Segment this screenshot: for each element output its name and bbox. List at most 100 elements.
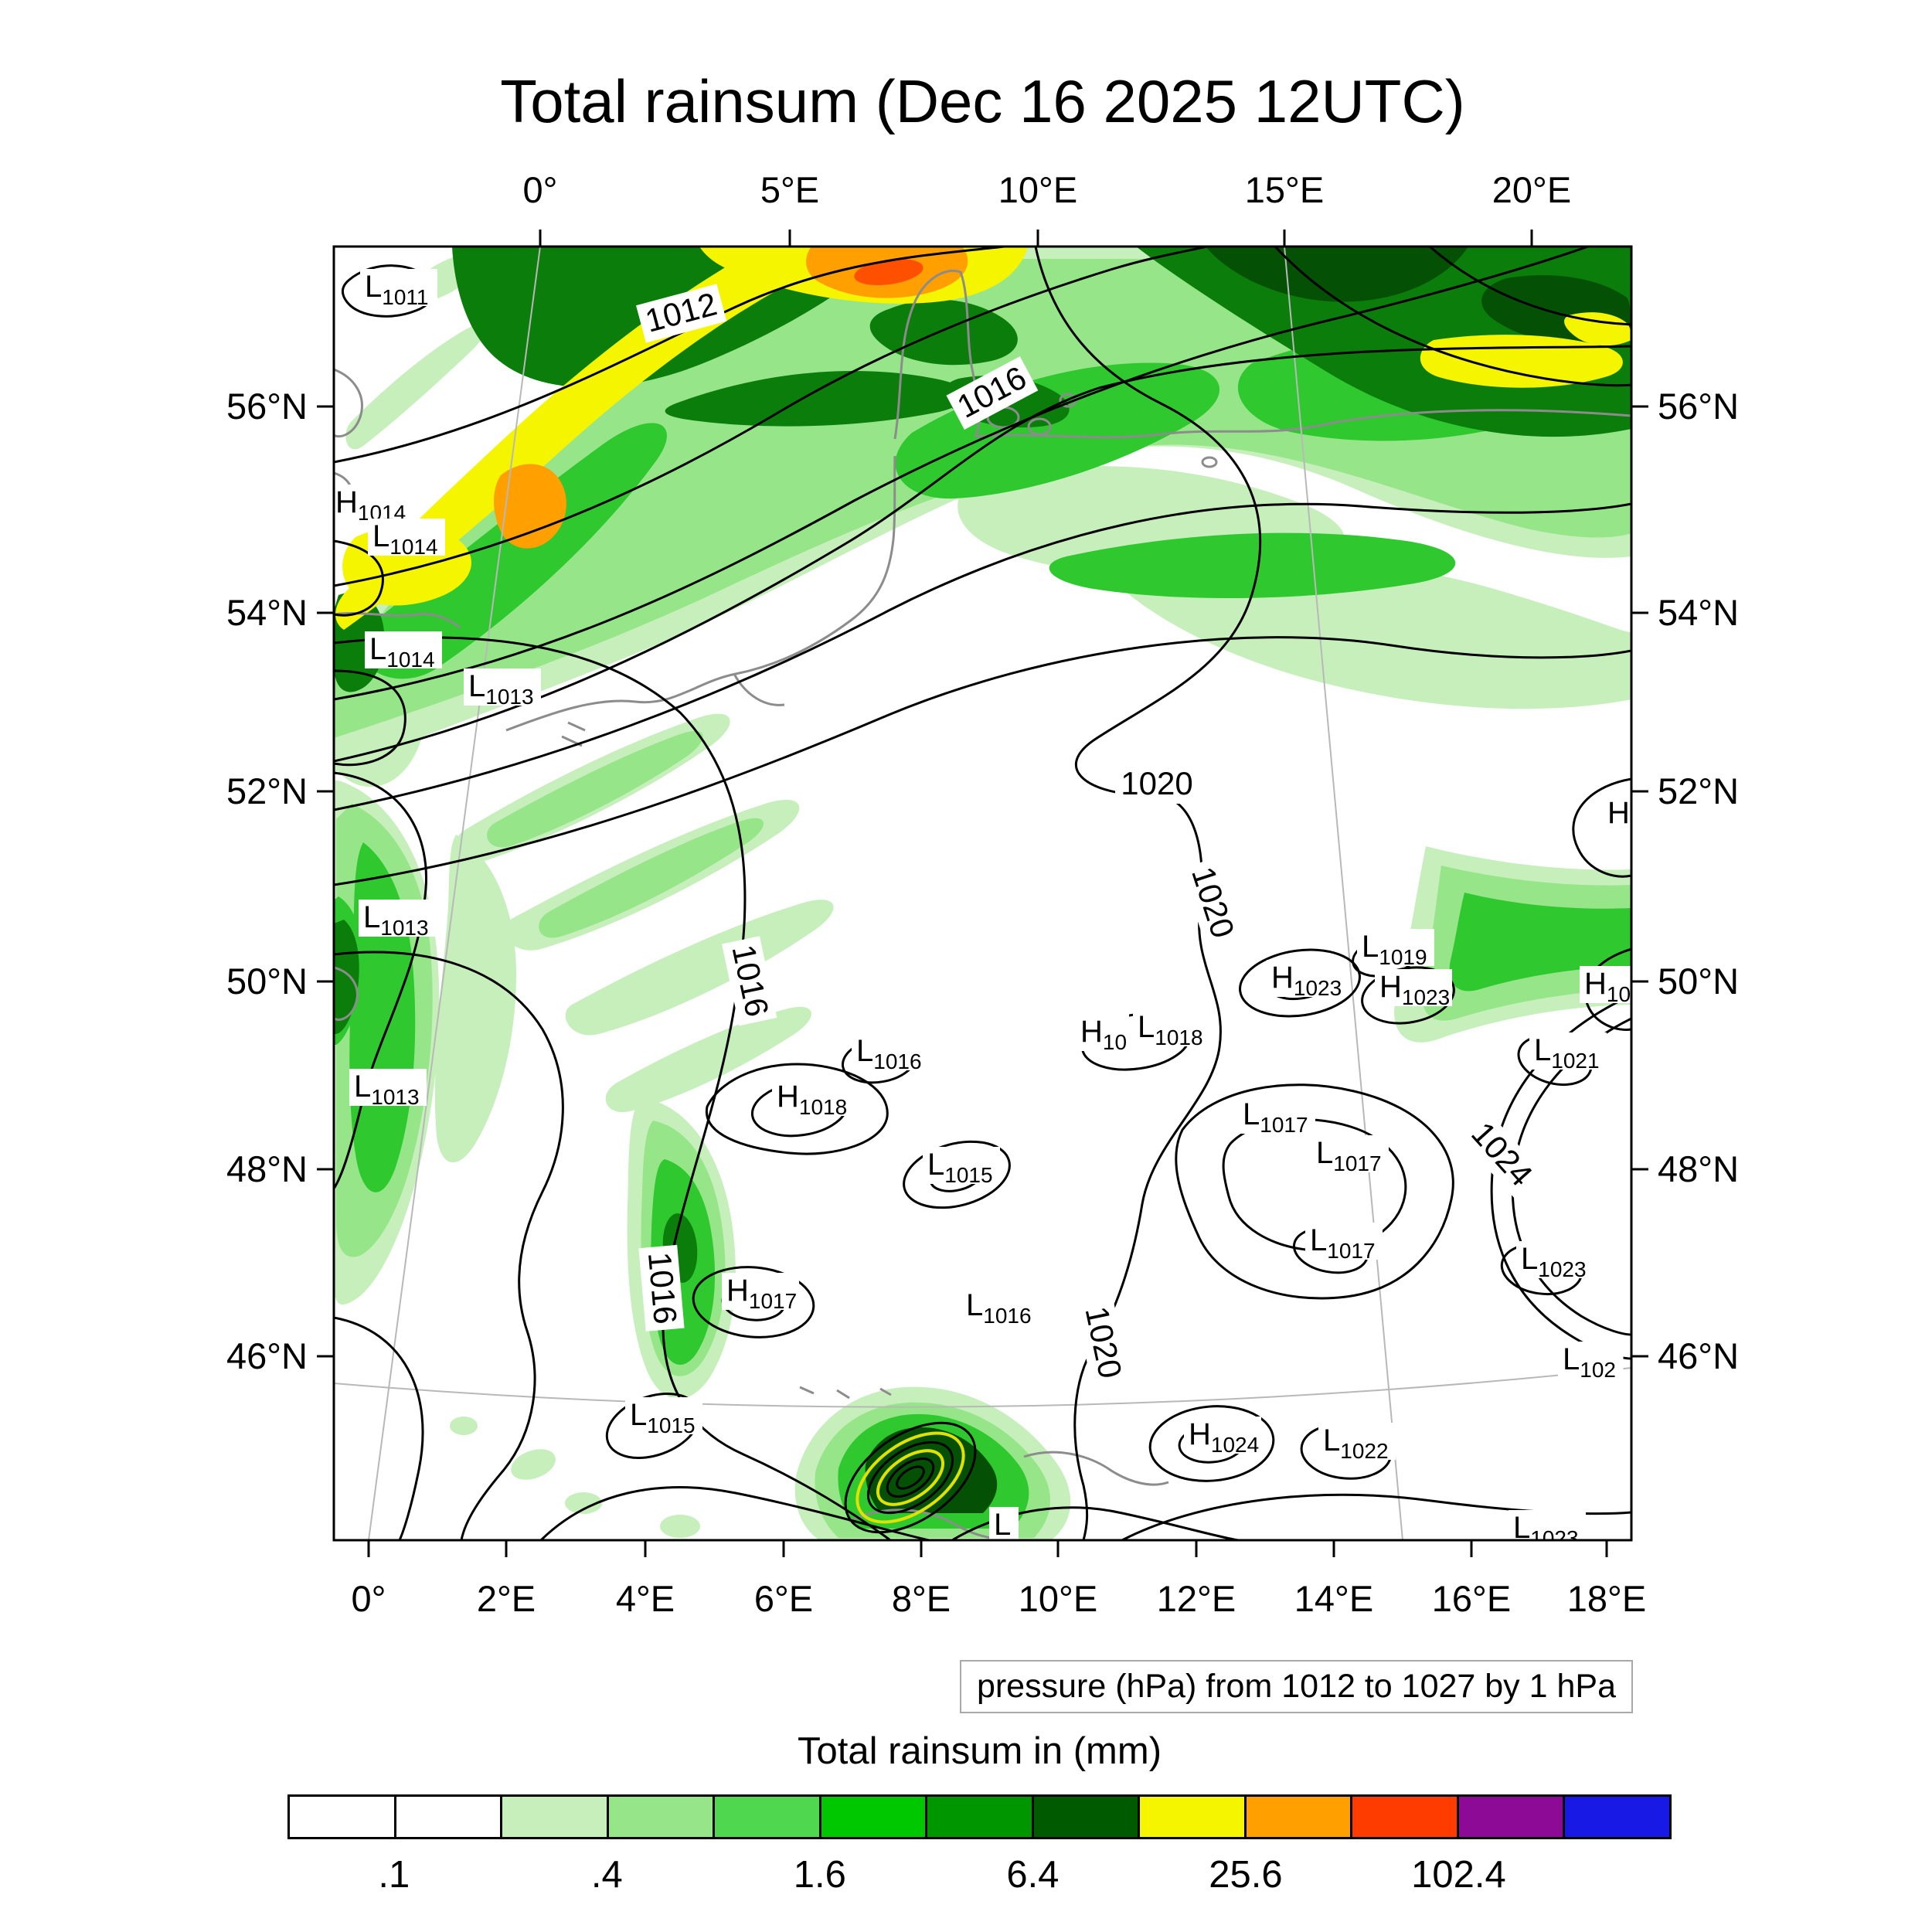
- pressure-center-box: [1238, 1097, 1315, 1134]
- contour-label-box: [946, 356, 1039, 430]
- isobar-layer-shape: [705, 1063, 889, 1155]
- coastline-layer-shape: [799, 1386, 892, 1400]
- isobar-layer-shape: [1274, 247, 1631, 387]
- pressure-center-label: L1015: [923, 1147, 1000, 1187]
- isobar-layer-shape: [334, 247, 1208, 587]
- isobar-layer-shape: [1222, 1118, 1407, 1252]
- colorbar-tick-label: 102.4: [1411, 1854, 1506, 1896]
- pressure-center-box: [852, 1033, 929, 1070]
- colorbar-cell: [713, 1794, 821, 1839]
- pressure-center-label: H1017: [722, 1273, 799, 1313]
- pressure-center-text: H1023: [1271, 961, 1342, 1000]
- pressure-center-label: L1023: [1516, 1241, 1594, 1281]
- pressure-centers-layer: L1011H1014L1014L1014L1013L1013L1013L1016…: [334, 269, 1631, 1550]
- rain-layer-palest-shape: [565, 900, 834, 1036]
- rain-layer-medium-shape: [1049, 532, 1456, 599]
- rain-layer-light-shape: [487, 731, 703, 848]
- colorbar-cell: [606, 1794, 716, 1839]
- pressure-center-label: L1017: [1305, 1223, 1383, 1263]
- axis-label-bottom: 16°E: [1432, 1578, 1511, 1619]
- rain-layer-palest-shape: [565, 1492, 602, 1514]
- axis-label-left: 46°N: [226, 1335, 308, 1376]
- pressure-center-label: L1013: [349, 1069, 427, 1109]
- axis-label-bottom: 0°: [352, 1578, 386, 1619]
- contour-label-box: [1075, 1298, 1131, 1388]
- isobar-layer-shape: [1148, 1405, 1275, 1482]
- pressure-center-label: L102: [1558, 1342, 1624, 1382]
- contour-value-label: 1020: [1115, 765, 1199, 804]
- pressure-center-box: [1318, 1423, 1396, 1460]
- axis-labels-layer: 0° 5°E 10°E 15°E 20°E 0° 2°E 4°E 6°E 8°E 10°E 12°E 1…: [226, 169, 1739, 1619]
- graticule-layer: [334, 247, 1631, 1540]
- pressure-center-box: [1076, 1014, 1129, 1051]
- pressure-center-label: H10: [1580, 966, 1631, 1006]
- isobar-layer-shape: [896, 1465, 925, 1490]
- coastline-layer-shape: [334, 368, 363, 438]
- legend-title: Total rainsum in (mm): [797, 1730, 1162, 1772]
- contour-value-label: 1016: [722, 936, 777, 1026]
- pressure-center-box: [961, 1287, 1039, 1325]
- pressure-center-box: [1375, 969, 1452, 1006]
- isobar-layer-shape: [692, 1266, 815, 1338]
- pressure-center-text: L1013: [468, 669, 534, 709]
- rain-layer-dark-shape: [334, 920, 359, 1034]
- colorbar-cell: [287, 1794, 396, 1839]
- pressure-center-text: L1023: [1521, 1242, 1587, 1281]
- axis-label-top: 15°E: [1245, 169, 1324, 210]
- axis-label-right: 54°N: [1658, 592, 1739, 633]
- pressure-center-label: L1015: [625, 1397, 702, 1437]
- graticule-layer-shape: [334, 1367, 1631, 1408]
- pressure-center-label: L1018: [1133, 1009, 1210, 1049]
- pressure-center-label: L: [989, 1507, 1019, 1540]
- colorbar-labels: .1 .4 1.6 6.4 25.6 102.4: [287, 1853, 1672, 1907]
- axis-label-left: 50°N: [226, 961, 308, 1002]
- isobar-layer-shape: [334, 636, 891, 1540]
- isobar-layer-shape: [334, 345, 1631, 763]
- axis-label-right: 50°N: [1658, 961, 1739, 1002]
- pressure-center-box: [1133, 1009, 1210, 1046]
- rain-layer-palest-shape: [434, 835, 516, 1163]
- pressure-center-box: [1603, 795, 1631, 832]
- pressure-center-text: H1018: [777, 1080, 847, 1119]
- colorbar-cell: [500, 1794, 609, 1839]
- contour-label-text: 1020: [1121, 765, 1192, 801]
- pressure-center-box: [1509, 1510, 1586, 1540]
- pressure-center-box: [772, 1079, 849, 1116]
- isobar-layer-shape: [1175, 1083, 1454, 1300]
- contour-label-box: [722, 936, 777, 1026]
- colorbar-tick-label: 6.4: [1006, 1854, 1060, 1896]
- coastline-layer-shape: [1201, 456, 1218, 468]
- rain-layer-palest-shape: [511, 1449, 556, 1480]
- colorbar: [287, 1794, 1672, 1839]
- coastline-layer-shape: [505, 455, 896, 732]
- pressure-center-box: [464, 668, 541, 706]
- pressure-center-label: H1023: [1375, 969, 1452, 1009]
- coastline-layer-shape: [975, 409, 1631, 439]
- coastline-layer-shape: [334, 966, 359, 1021]
- isobar-layer-shape: [334, 636, 1631, 886]
- pressure-center-text: H1017: [726, 1274, 797, 1313]
- pressure-center-label: L1014: [365, 631, 442, 672]
- axis-label-bottom: 10°E: [1019, 1578, 1097, 1619]
- pressure-center-box: [349, 1069, 427, 1106]
- axis-label-bottom: 14°E: [1294, 1578, 1373, 1619]
- colorbar-cell: [925, 1794, 1034, 1839]
- pressure-center-text: L1023: [1513, 1511, 1579, 1550]
- pressure-center-text: H1023: [1379, 970, 1450, 1009]
- axis-label-left: 54°N: [226, 592, 308, 633]
- colorbar-tick-label: 25.6: [1209, 1854, 1283, 1896]
- colorbar-cell: [818, 1794, 928, 1839]
- isobar-layer-shape: [334, 502, 1631, 811]
- pressure-center-text: H10: [1080, 1015, 1127, 1054]
- colorbar-tick-label: .1: [378, 1854, 410, 1896]
- pressure-center-box: [1267, 960, 1344, 997]
- pressure-center-text: L1016: [966, 1288, 1032, 1328]
- pressure-center-text: L1013: [363, 900, 429, 940]
- map-frame: [332, 245, 1633, 1542]
- graticule-layer-shape: [368, 247, 541, 1540]
- contour-label-box: [636, 284, 727, 343]
- isobar-layer-shape: [342, 264, 436, 318]
- isobar-layer-shape: [903, 1140, 1011, 1209]
- pressure-center-text: L1013: [354, 1070, 420, 1109]
